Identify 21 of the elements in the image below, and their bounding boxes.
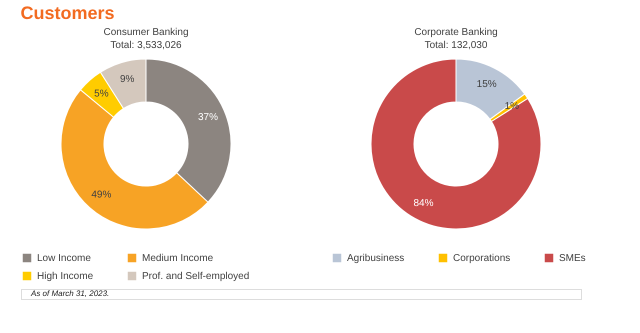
chart-title: Consumer Banking — [103, 27, 189, 38]
text: Customers — [20, 3, 115, 23]
legend-label: Prof. and Self-employed — [142, 271, 250, 282]
data-label: 9% — [120, 74, 135, 86]
data-label: 84% — [413, 198, 434, 210]
data-label: 37% — [198, 112, 218, 124]
chart-title: Corporate Banking — [414, 27, 498, 38]
data-label: 15% — [476, 78, 497, 90]
legend-label: SMEs — [559, 253, 586, 264]
legend-label: Agribusiness — [347, 253, 404, 264]
legend-label: Medium Income — [142, 253, 214, 264]
data-label: 49% — [91, 190, 112, 201]
data-label: 1% — [504, 101, 520, 112]
text: As of March 31, 2023. — [30, 289, 110, 298]
donut-slice — [370, 58, 542, 230]
data-label: 5% — [94, 88, 109, 100]
legend-label: High Income — [37, 271, 94, 282]
chart-subtitle: Total: 3,533,026 — [110, 40, 182, 51]
chart-subtitle: Total: 132,030 — [424, 40, 488, 51]
legend-label: Low Income — [37, 253, 92, 264]
legend-label: Corporations — [453, 253, 510, 264]
